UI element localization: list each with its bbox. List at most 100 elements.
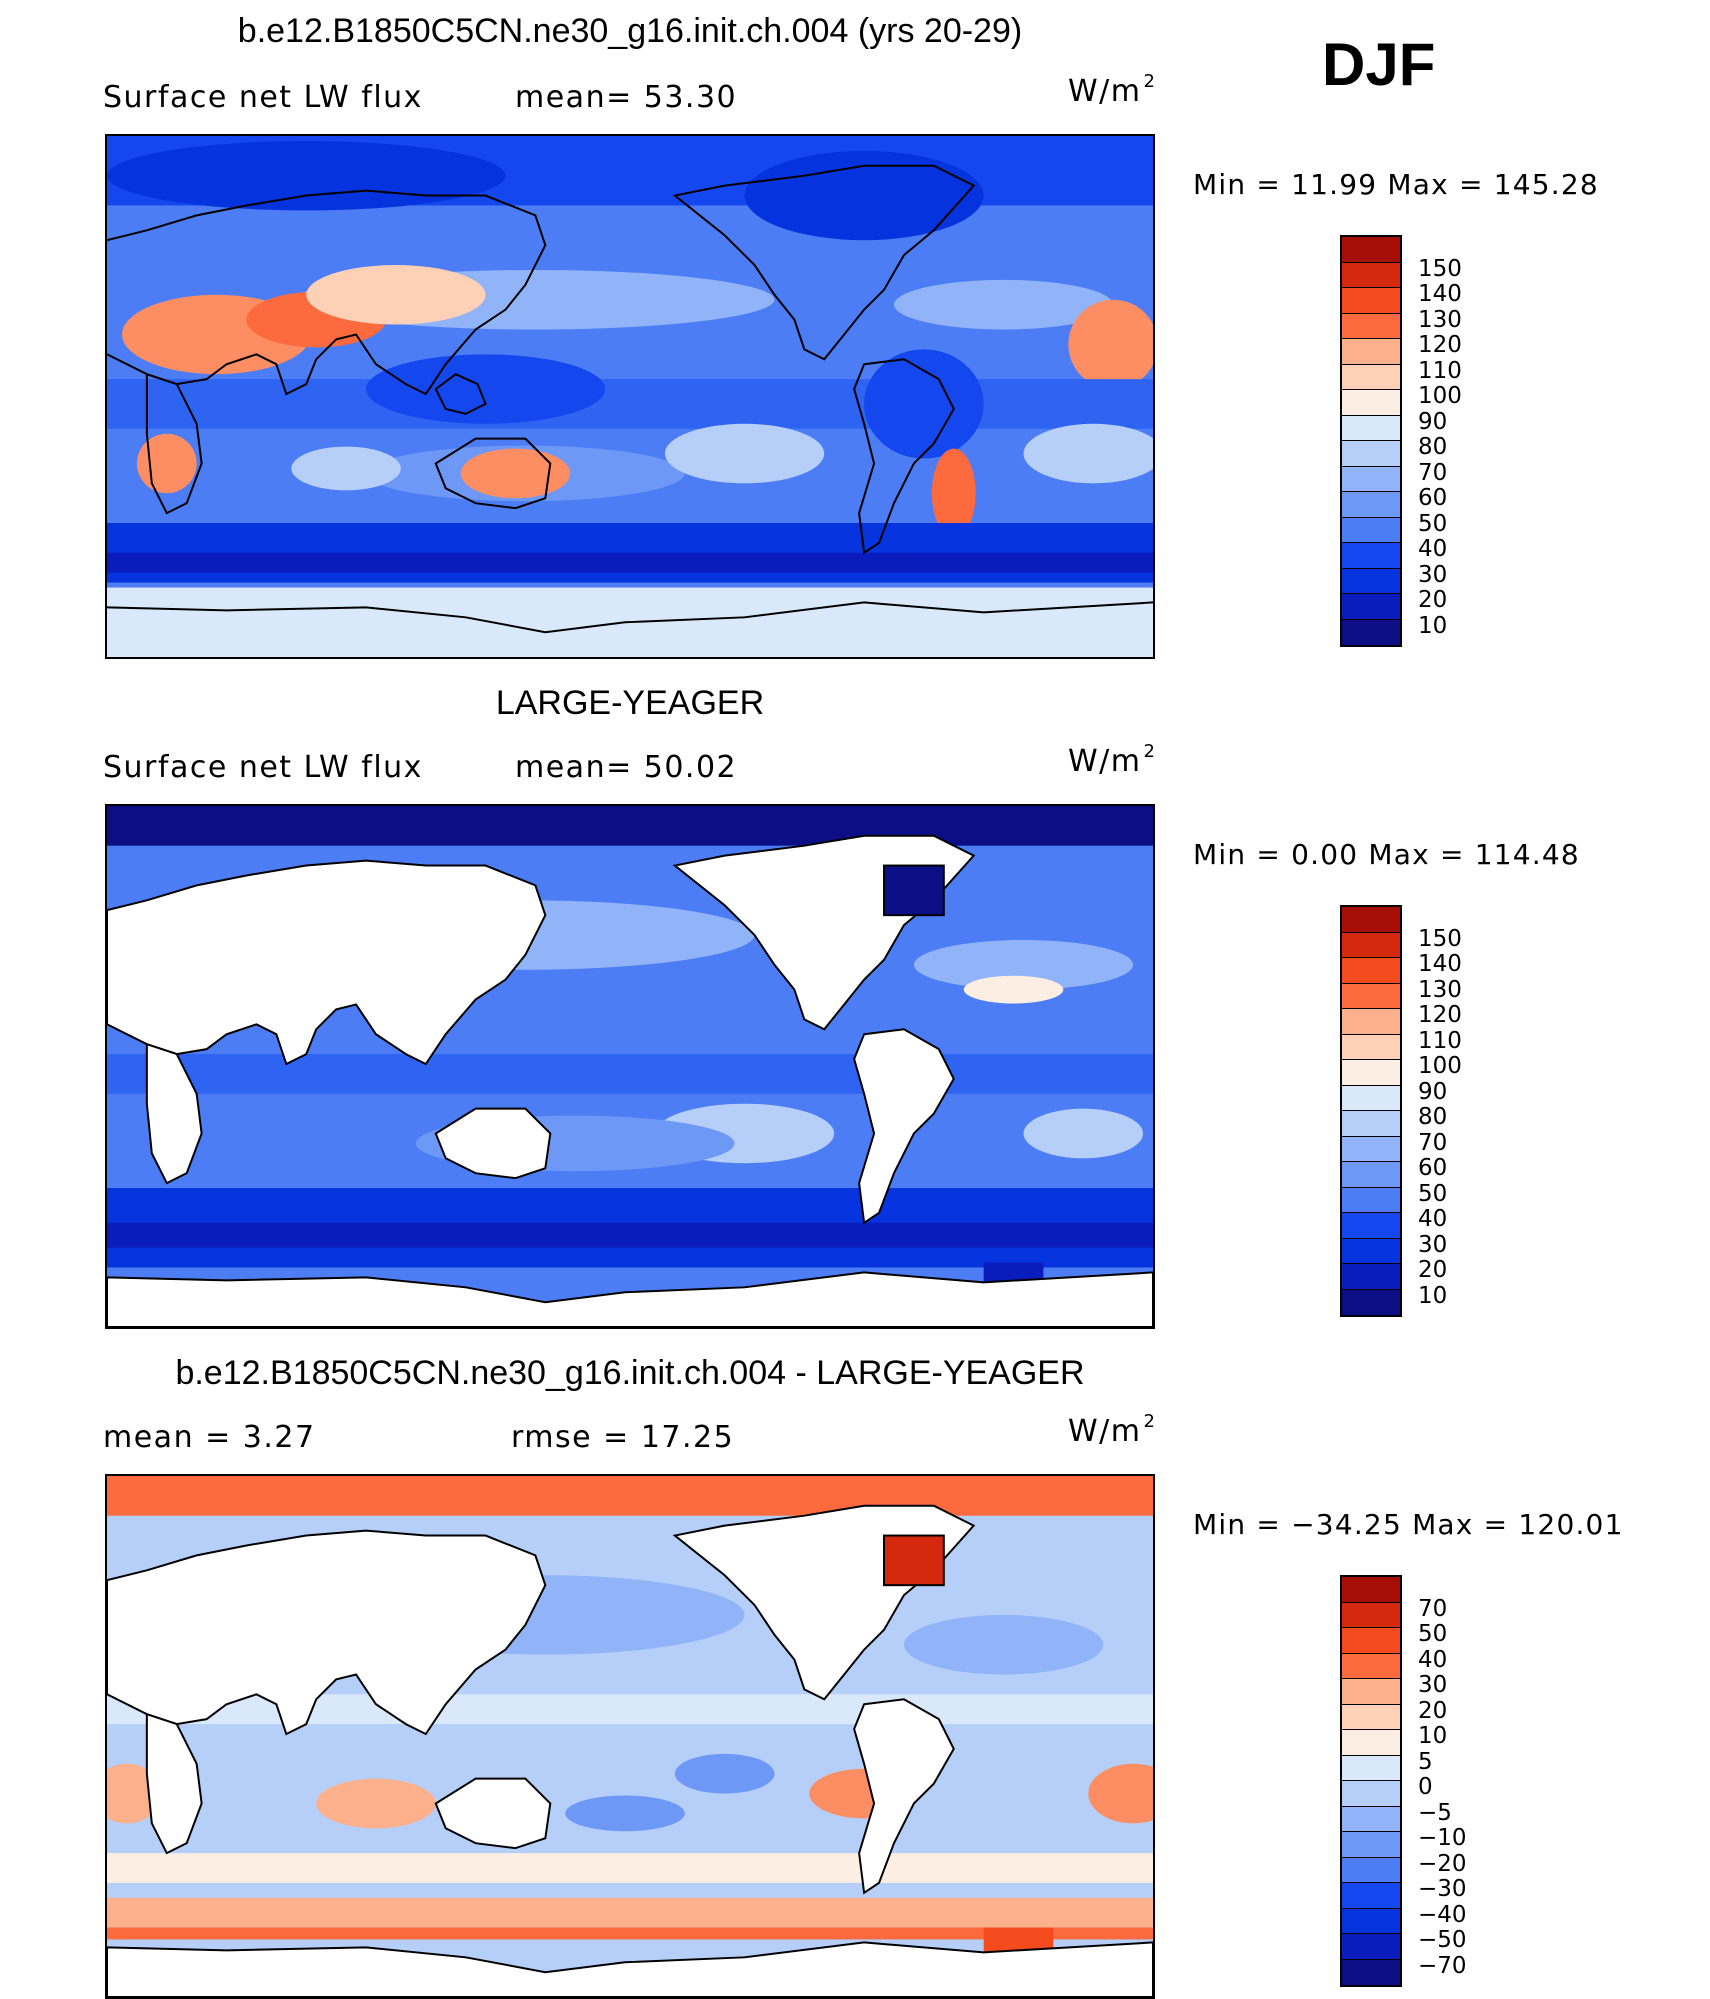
panel-3-title: b.e12.B1850C5CN.ne30_g16.init.ch.004 - L… <box>175 1354 1085 1392</box>
colorbar-segment <box>1342 1264 1400 1290</box>
north-america-coast <box>672 164 976 361</box>
colorbar-tick-label: 20 <box>1418 587 1448 614</box>
tropics-band <box>107 379 1153 429</box>
maritime-continent-coast <box>434 373 487 415</box>
colorbar-segment <box>1342 492 1400 518</box>
colorbar-tick-label: 60 <box>1418 485 1448 512</box>
panel-2-variable-label: Surface net LW flux <box>103 750 423 785</box>
eurasia-land <box>107 1529 547 1736</box>
colorbar-tick-label: 90 <box>1418 408 1448 435</box>
season-label: DJF <box>1322 31 1436 98</box>
panel-3-colorbar <box>1340 1575 1402 1987</box>
colorbar-tick-label: 90 <box>1418 1078 1448 1105</box>
south-america-coast <box>853 358 955 555</box>
colorbar-segment <box>1342 1136 1400 1162</box>
central-asia-field <box>306 265 486 325</box>
colorbar-segment <box>1342 262 1400 288</box>
antarctica-land <box>107 1271 1153 1327</box>
panel-2-units-superscript: 2 <box>1143 741 1157 762</box>
colorbar-segment <box>1342 1085 1400 1111</box>
colorbar-tick-label: 150 <box>1418 255 1462 282</box>
colorbar-segment <box>1342 1704 1400 1730</box>
colorbar-segment <box>1342 390 1400 416</box>
colorbar-tick-label: 140 <box>1418 951 1462 978</box>
colorbar-segment <box>1342 1934 1400 1960</box>
panel-3-units-superscript: 2 <box>1143 1411 1157 1432</box>
colorbar-tick-label: 120 <box>1418 1002 1462 1029</box>
colorbar-segment <box>1342 441 1400 467</box>
panel-3-map <box>105 1474 1155 1999</box>
colorbar-tick-label: 110 <box>1418 1027 1462 1054</box>
colorbar-segment <box>1342 1213 1400 1239</box>
africa-land <box>145 1712 203 1855</box>
southern-midlat-band <box>107 1853 1153 1883</box>
colorbar-segment <box>1342 466 1400 492</box>
colorbar-segment <box>1342 1959 1400 1985</box>
colorbar-segment <box>1342 1857 1400 1883</box>
colorbar-tick-label: 40 <box>1418 536 1448 563</box>
colorbar-tick-label: 5 <box>1418 1748 1433 1775</box>
panel-1-units-text: W/m <box>1068 74 1142 109</box>
panel-1-map <box>105 134 1155 659</box>
panel-1-mean-label: mean= 53.30 <box>515 80 738 115</box>
colorbar-tick-label: 50 <box>1418 510 1448 537</box>
colorbar-segment <box>1342 907 1400 933</box>
panel-2-minmax: Min = 0.00 Max = 114.48 <box>1193 838 1580 871</box>
southern-ocean-core <box>107 552 1153 573</box>
colorbar-segment <box>1342 983 1400 1009</box>
colorbar-segment <box>1342 619 1400 645</box>
colorbar-tick-label: −5 <box>1418 1799 1452 1826</box>
colorbar-tick-label: 140 <box>1418 281 1462 308</box>
south-africa-warm-field <box>136 433 197 494</box>
colorbar-tick-label: −10 <box>1418 1825 1467 1852</box>
colorbar-tick-label: 70 <box>1418 459 1448 486</box>
west-sahara-field <box>1068 299 1153 390</box>
panel-2-map-svg <box>107 806 1153 1327</box>
eurasia-land <box>107 859 547 1066</box>
colorbar-tick-label: 40 <box>1418 1206 1448 1233</box>
colorbar-segment <box>1342 415 1400 441</box>
australia-land <box>434 1107 552 1180</box>
warm-pool-field <box>366 354 606 424</box>
south-atlantic-high-field <box>1023 1108 1144 1159</box>
tropics-band <box>107 1054 1153 1094</box>
panel-3-units-text: W/m <box>1068 1414 1142 1449</box>
colorbar-tick-label: 30 <box>1418 1672 1448 1699</box>
subtropical-atlantic-field <box>963 975 1064 1004</box>
south-america-land <box>853 1028 955 1225</box>
colorbar-segment <box>1342 1162 1400 1188</box>
colorbar-tick-label: 70 <box>1418 1595 1448 1622</box>
north-atlantic-field <box>913 939 1134 990</box>
colorbar-segment <box>1342 568 1400 594</box>
colorbar-tick-label: 0 <box>1418 1774 1433 1801</box>
colorbar-tick-label: −40 <box>1418 1901 1467 1928</box>
africa-land <box>145 1042 203 1185</box>
colorbar-segment <box>1342 1806 1400 1832</box>
indian-warm-field <box>316 1778 436 1829</box>
arctic-band <box>107 806 1153 846</box>
colorbar-segment <box>1342 932 1400 958</box>
panel-3-rmse-label: rmse = 17.25 <box>511 1420 735 1455</box>
colorbar-segment <box>1342 1602 1400 1628</box>
panel-3-mean-label: mean = 3.27 <box>103 1420 316 1455</box>
colorbar-tick-label: −20 <box>1418 1850 1467 1877</box>
colorbar-segment <box>1342 1238 1400 1264</box>
colorbar-segment <box>1342 1187 1400 1213</box>
north-atlantic-field <box>903 1614 1104 1675</box>
colorbar-tick-label: 50 <box>1418 1621 1448 1648</box>
colorbar-segment <box>1342 1883 1400 1909</box>
antarctica-coast <box>107 601 1153 634</box>
antarctica-land <box>107 1941 1153 1997</box>
panel-1-map-svg <box>107 136 1153 657</box>
colorbar-tick-label: 50 <box>1418 1180 1448 1207</box>
colorbar-segment <box>1342 1289 1400 1315</box>
colorbar-tick-label: −70 <box>1418 1952 1467 1979</box>
panel-1-variable-label: Surface net LW flux <box>103 80 423 115</box>
colorbar-tick-label: 120 <box>1418 332 1462 359</box>
arctic-band <box>107 1476 1153 1516</box>
colorbar-tick-label: 10 <box>1418 1723 1448 1750</box>
panel-1-title: b.e12.B1850C5CN.ne30_g16.init.ch.004 (yr… <box>237 12 1023 50</box>
tropical-pacific-cool-field <box>674 1753 775 1794</box>
colorbar-segment <box>1342 1628 1400 1654</box>
colorbar-tick-label: −30 <box>1418 1876 1467 1903</box>
